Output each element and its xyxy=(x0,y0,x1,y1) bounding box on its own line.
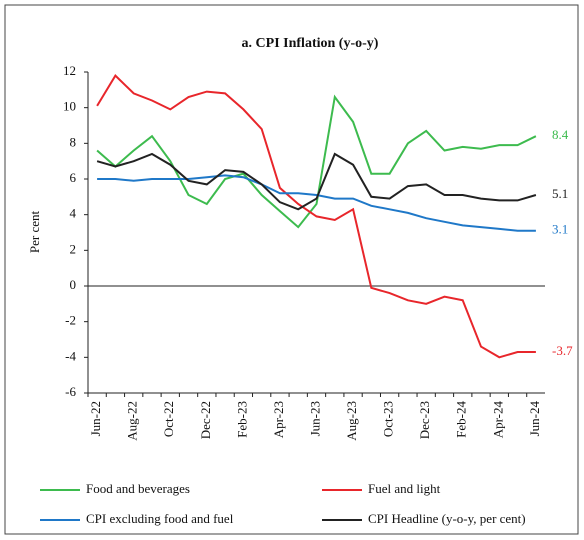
x-tick-label: Jun-23 xyxy=(307,401,322,436)
x-tick-label: Oct-23 xyxy=(381,401,396,437)
series-line xyxy=(96,152,537,211)
legend-label: CPI excluding food and fuel xyxy=(86,511,234,526)
y-tick-label: 4 xyxy=(70,206,77,221)
x-tick-label: Feb-23 xyxy=(234,401,249,438)
x-tick-label: Apr-23 xyxy=(271,401,286,438)
series-line xyxy=(96,94,537,229)
legend-label: Food and beverages xyxy=(86,481,190,496)
end-value-label: 5.1 xyxy=(552,186,568,201)
x-tick-label: Oct-22 xyxy=(161,401,176,437)
y-tick-label: -4 xyxy=(65,348,76,363)
x-tick-label: Apr-24 xyxy=(490,401,505,439)
x-tick-label: Jun-24 xyxy=(527,401,542,437)
y-tick-label: 0 xyxy=(70,277,77,292)
y-tick-label: 6 xyxy=(70,170,77,185)
x-tick-label: Aug-23 xyxy=(344,401,359,441)
end-value-label: 3.1 xyxy=(552,222,568,237)
legend-label: CPI Headline (y-o-y, per cent) xyxy=(368,511,526,526)
x-tick-label: Dec-22 xyxy=(198,401,213,439)
x-tick-label: Jun-22 xyxy=(88,401,103,436)
series-line xyxy=(97,174,536,232)
y-tick-label: 12 xyxy=(63,63,76,78)
end-value-label: -3.7 xyxy=(552,343,573,358)
chart-title: a. CPI Inflation (y-o-y) xyxy=(242,36,379,51)
x-tick-label: Dec-23 xyxy=(417,401,432,439)
y-tick-label: -2 xyxy=(65,313,76,328)
x-tick-label: Aug-22 xyxy=(125,401,140,441)
frame xyxy=(4,4,579,535)
y-tick-label: 8 xyxy=(70,134,77,149)
y-axis-label: Per cent xyxy=(27,210,42,253)
series-line xyxy=(96,74,536,359)
legend-label: Fuel and light xyxy=(368,481,441,496)
y-tick-label: 10 xyxy=(63,99,76,114)
end-value-label: 8.4 xyxy=(552,127,569,142)
y-tick-label: 2 xyxy=(70,241,77,256)
x-tick-label: Feb-24 xyxy=(454,401,469,438)
y-tick-label: -6 xyxy=(65,384,76,399)
